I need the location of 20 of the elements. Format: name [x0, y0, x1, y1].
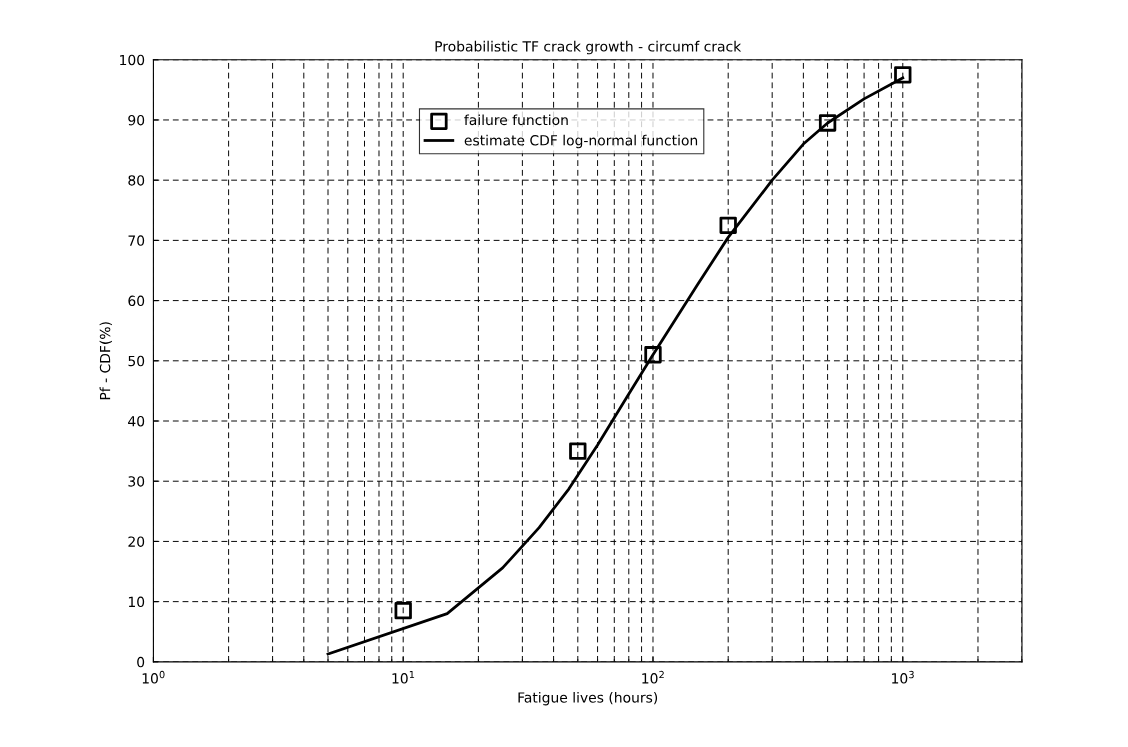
- y-axis-title: Pf - CDF(%): [99, 322, 112, 400]
- legend-label: failure function: [464, 114, 568, 126]
- y-tick-label: 60: [128, 295, 145, 307]
- legend-label: estimate CDF log-normal function: [464, 134, 698, 149]
- chart-title: Probabilistic TF crack growth - circumf crack: [435, 40, 742, 55]
- y-tick-label: 70: [128, 235, 145, 246]
- y-tick-label: 20: [128, 536, 145, 547]
- x-tick-label: 10$^{2}$: [642, 670, 664, 684]
- y-tick-label: 10: [128, 596, 145, 608]
- y-tick-label: 0: [137, 656, 145, 668]
- x-tick-label: 10$^{0}$: [142, 670, 165, 684]
- y-tick-label: 50: [128, 355, 145, 367]
- y-tick-label: 40: [128, 415, 145, 427]
- y-tick-label: 30: [128, 476, 145, 487]
- y-tick-label: 100: [120, 54, 145, 66]
- x-tick-label: 10$^{1}$: [392, 671, 415, 684]
- y-tick-label: 80: [128, 175, 145, 186]
- x-axis-title: Fatigue lives (hours): [518, 691, 658, 706]
- x-tick-label: 10$^{3}$: [892, 670, 914, 684]
- y-tick-label: 90: [128, 114, 145, 126]
